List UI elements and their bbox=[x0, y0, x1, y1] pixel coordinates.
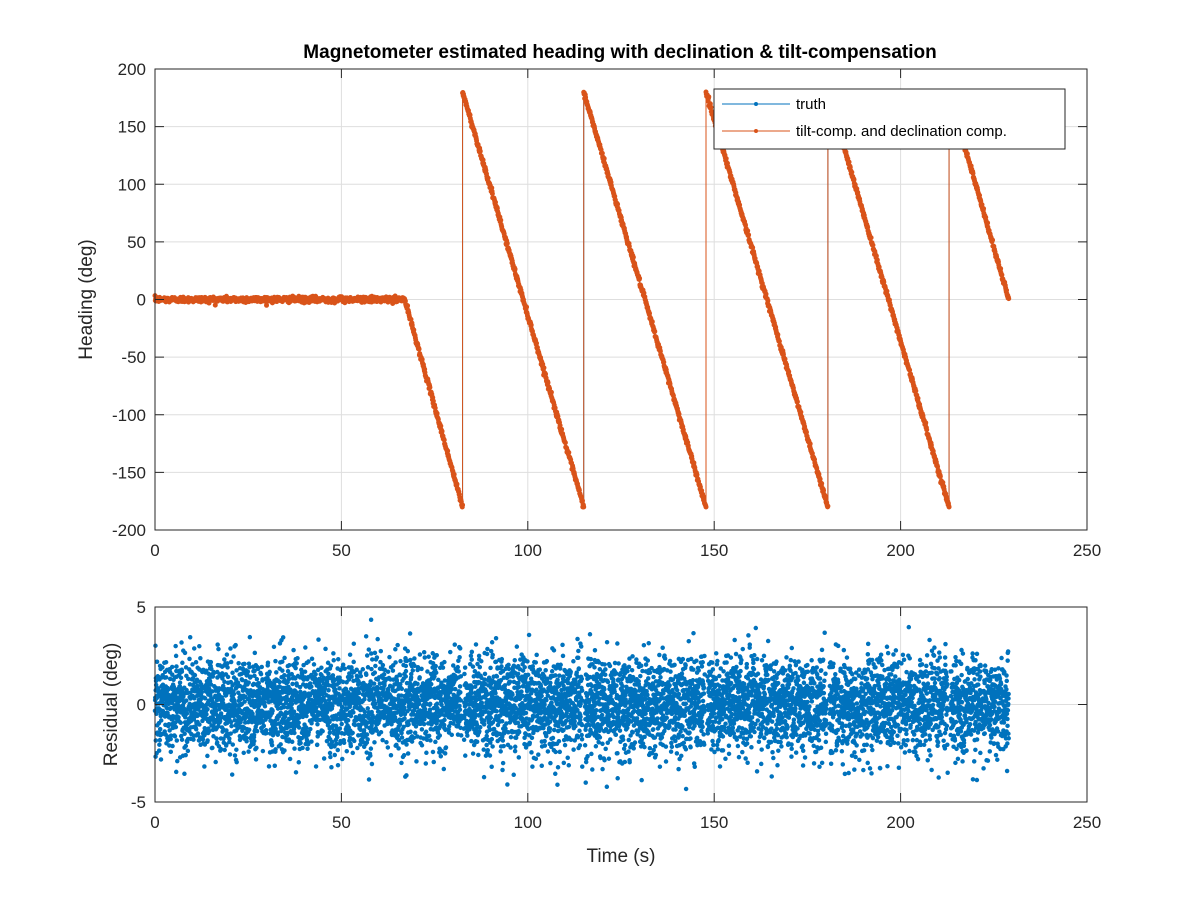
heading-x-tick-label: 100 bbox=[514, 541, 542, 560]
residual-x-tick-label: 150 bbox=[700, 813, 728, 832]
residual-y-tick-label: 5 bbox=[137, 598, 146, 617]
residual-x-tick-label: 50 bbox=[332, 813, 351, 832]
residual-ticks: 0 50 100 150 200 250-505 bbox=[131, 598, 1101, 832]
chart-title: Magnetometer estimated heading with decl… bbox=[303, 42, 936, 63]
heading-y-tick-label: 150 bbox=[118, 118, 146, 137]
legend-marker-estimate bbox=[754, 129, 758, 133]
legend-box bbox=[713, 88, 1066, 150]
legend-entry-estimate: tilt-comp. and declination comp. bbox=[722, 123, 1007, 140]
legend-label-truth: truth bbox=[796, 96, 826, 113]
residual-x-tick-label: 250 bbox=[1073, 813, 1101, 832]
heading-x-tick-label: 250 bbox=[1073, 541, 1101, 560]
heading-x-tick-label: 150 bbox=[700, 541, 728, 560]
residual-y-tick-label: -5 bbox=[131, 793, 146, 812]
residual-chart: 0 50 100 150 200 250-505 Residual (deg) Time … bbox=[101, 598, 1101, 867]
heading-y-axis-label: Heading (deg) bbox=[76, 239, 97, 359]
residual-x-tick-label: 100 bbox=[514, 813, 542, 832]
residual-x-tick-label: 0 bbox=[150, 813, 159, 832]
residual-y-axis-label: Residual (deg) bbox=[101, 643, 122, 767]
heading-x-tick-label: 0 bbox=[150, 541, 159, 560]
heading-x-tick-label: 50 bbox=[332, 541, 351, 560]
heading-y-tick-label: -150 bbox=[112, 463, 146, 482]
residual-y-tick-label: 0 bbox=[137, 696, 146, 715]
heading-x-tick-label: 200 bbox=[886, 541, 914, 560]
legend: truth tilt-comp. and declination comp. bbox=[713, 88, 1066, 150]
legend-marker-truth bbox=[754, 102, 758, 106]
heading-y-tick-label: 50 bbox=[127, 233, 146, 252]
heading-ticks: 0 50 100 150 200 250 -200 -150 -100 -50 0 50 100 150 2… bbox=[112, 60, 1101, 560]
heading-y-tick-label: 100 bbox=[118, 175, 146, 194]
heading-chart: Magnetometer estimated heading with decl… bbox=[76, 42, 1101, 560]
heading-y-tick-label: 200 bbox=[118, 60, 146, 79]
heading-y-tick-label: -50 bbox=[121, 348, 146, 367]
heading-y-tick-label: 0 bbox=[137, 291, 146, 310]
heading-y-tick-label: -200 bbox=[112, 521, 146, 540]
legend-entry-truth: truth bbox=[722, 96, 826, 113]
heading-y-tick-label: -100 bbox=[112, 406, 146, 425]
legend-label-estimate: tilt-comp. and declination comp. bbox=[796, 123, 1007, 140]
residual-x-tick-label: 200 bbox=[886, 813, 914, 832]
residual-x-axis-label: Time (s) bbox=[587, 846, 656, 867]
